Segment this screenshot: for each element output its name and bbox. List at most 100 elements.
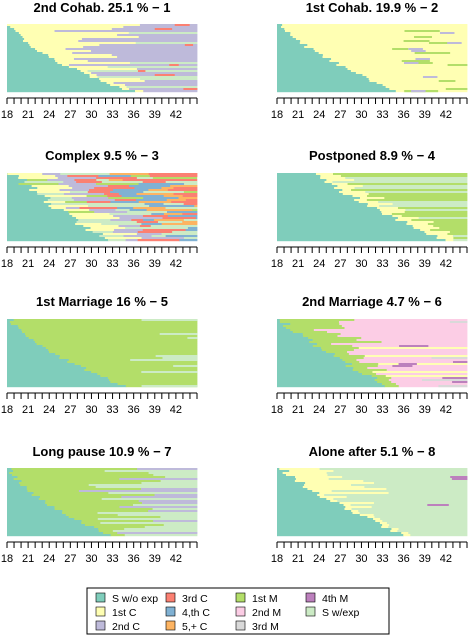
sequence-segment (135, 90, 144, 93)
sequence-segment (7, 181, 25, 184)
sequence-segment (386, 488, 468, 491)
sequence-segment (91, 72, 198, 75)
x-tick-label: 42 (440, 258, 452, 270)
sequence-segment (7, 227, 91, 230)
sequence-segment (42, 345, 198, 348)
sequence-segment (431, 357, 468, 360)
sequence-segment (308, 337, 362, 340)
sequence-segment (350, 504, 468, 507)
sequence-segment (103, 532, 118, 535)
sequence-segment (413, 227, 440, 230)
sequence-segment (89, 76, 98, 79)
sequence-segment (116, 223, 142, 226)
sequence-segment (7, 217, 77, 220)
legend-item: 5,+ C (165, 620, 208, 633)
sequence-segment (142, 181, 167, 184)
sequence-segment (282, 325, 343, 328)
sequence-segment (7, 32, 20, 35)
legend-item: 3rd M (235, 620, 279, 633)
sequence-segment (7, 36, 23, 39)
sequence-segment (7, 516, 70, 519)
sequence-segment (195, 237, 198, 240)
sequence-segment (307, 44, 468, 47)
sequence-segment (408, 532, 468, 535)
sequence-segment (167, 191, 185, 194)
x-tick-label: 42 (440, 109, 452, 121)
sequence-segment (344, 327, 468, 330)
sequence-segment (277, 32, 291, 35)
sequence-segment (48, 351, 198, 354)
sequence-segment (7, 173, 43, 176)
sequence-segment (7, 74, 90, 77)
sequence-segment (277, 195, 353, 198)
sequence-segment (277, 229, 421, 232)
sequence-segment (183, 88, 198, 91)
sequence-segment (403, 534, 411, 537)
sequence-segment (345, 66, 468, 69)
sequence-segment (48, 349, 198, 352)
sequence-segment (46, 504, 134, 507)
sequence-segment (183, 203, 198, 206)
sequence-segment (433, 221, 468, 224)
x-tick-label: 33 (376, 258, 388, 270)
sequence-segment (94, 211, 128, 214)
sequence-segment (302, 486, 365, 489)
x-tick-label: 18 (1, 404, 13, 416)
sequence-segment (319, 496, 348, 499)
sequence-segment (386, 369, 468, 372)
sequence-segment (195, 217, 198, 220)
sequence-segment (7, 369, 85, 372)
sequence-segment (378, 201, 468, 204)
sequence-segment (7, 193, 38, 196)
sequence-segment (136, 213, 152, 216)
sequence-segment (89, 209, 116, 212)
sequence-segment (73, 199, 116, 202)
sequence-segment (7, 34, 22, 37)
sequence-segment (167, 189, 198, 192)
sequence-segment (7, 528, 99, 531)
x-tick-label: 18 (1, 109, 13, 121)
x-tick-label: 21 (292, 553, 304, 565)
sequence-segment (382, 524, 390, 527)
sequence-segment (65, 207, 80, 210)
sequence-segment (277, 40, 301, 43)
sequence-segment (277, 508, 345, 511)
sequence-segment (363, 357, 468, 360)
sequence-segment (277, 60, 330, 63)
sequence-segment (67, 175, 99, 178)
sequence-segment (42, 173, 61, 176)
x-tick-label: 42 (440, 404, 452, 416)
sequence-segment (108, 239, 127, 242)
sequence-segment (7, 343, 37, 346)
legend-item: 4,th C (165, 606, 210, 619)
sequence-segment (292, 36, 468, 39)
sequence-segment (277, 219, 396, 222)
sequence-segment (7, 359, 70, 362)
sequence-segment (277, 472, 284, 475)
sequence-segment (427, 223, 468, 226)
sequence-segment (290, 34, 468, 37)
sequence-segment (25, 335, 198, 338)
sequence-segment (125, 84, 198, 87)
sequence-segment (352, 195, 368, 198)
sequence-segment (17, 476, 166, 479)
sequence-segment (7, 472, 10, 475)
sequence-segment (366, 199, 468, 202)
x-tick-label: 42 (170, 404, 182, 416)
sequence-segment (152, 508, 198, 511)
sequence-segment (123, 26, 198, 29)
sequence-segment (134, 187, 162, 190)
sequence-segment (277, 381, 378, 384)
sequence-segment (157, 221, 183, 224)
sequence-segment (7, 54, 49, 57)
sequence-segment (7, 488, 28, 491)
sequence-segment (277, 185, 338, 188)
sequence-segment (277, 347, 322, 350)
sequence-segment (78, 490, 198, 493)
legend-swatch (235, 592, 246, 603)
sequence-segment (136, 199, 168, 202)
sequence-segment (333, 173, 468, 176)
sequence-segment (154, 74, 175, 77)
sequence-segment (277, 480, 296, 483)
sequence-segment (420, 229, 431, 232)
